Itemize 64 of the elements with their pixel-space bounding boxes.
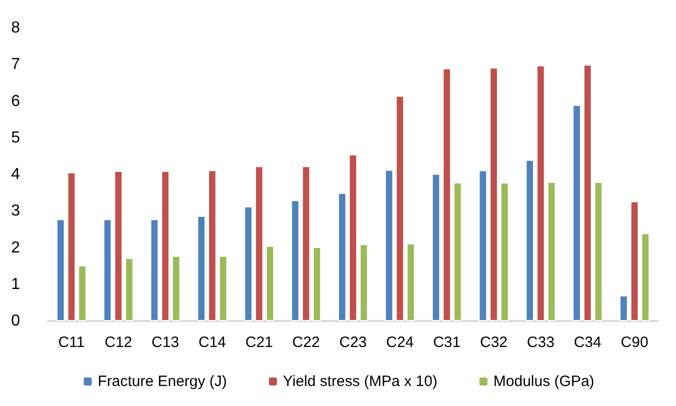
bar (150, 219, 159, 321)
bar (78, 265, 86, 321)
bar (291, 200, 300, 321)
x-tick-label: C33 (526, 334, 554, 351)
bar (67, 172, 76, 321)
bar (56, 219, 65, 321)
bar (384, 170, 394, 321)
x-tick-label: C24 (386, 334, 414, 351)
bar (312, 247, 322, 321)
legend-label: Yield stress (MPa x 10) (282, 373, 438, 390)
bar (594, 182, 603, 321)
bar (161, 170, 170, 321)
x-tick-label: C22 (292, 334, 320, 351)
bar (114, 170, 123, 321)
x-tick-label: C13 (152, 334, 180, 351)
bar (526, 160, 534, 321)
bar (197, 216, 206, 321)
bar (620, 295, 628, 321)
bar (218, 256, 228, 321)
bar (536, 65, 545, 321)
bar (125, 258, 134, 321)
bar (360, 244, 368, 321)
legend-label: Fracture Energy (J) (98, 373, 227, 390)
bar (172, 256, 180, 321)
y-tick-label: 7 (11, 56, 20, 74)
bar (244, 206, 252, 321)
x-tick-label: C90 (620, 334, 648, 351)
bar (630, 201, 639, 321)
bar (454, 182, 462, 321)
bar (396, 96, 404, 321)
bar (547, 182, 556, 321)
legend-label: Modulus (GPa) (493, 373, 594, 390)
bar (103, 219, 112, 321)
bar (478, 170, 488, 321)
bar (490, 68, 498, 321)
bar (500, 182, 509, 321)
y-tick-label: 1 (11, 276, 20, 293)
y-tick-label: 3 (11, 202, 20, 220)
bar (432, 174, 440, 321)
x-tick-label: C11 (58, 334, 85, 351)
bar (266, 246, 274, 321)
bar (208, 170, 216, 321)
x-tick-label: C34 (574, 334, 602, 351)
y-tick-label: 6 (11, 92, 20, 110)
y-tick-label: 2 (11, 239, 20, 256)
y-tick-label: 8 (11, 20, 20, 36)
x-tick-label: C23 (339, 334, 367, 351)
bar (442, 68, 452, 321)
x-tick-label: C31 (433, 334, 461, 351)
bar (338, 192, 346, 321)
bar (406, 243, 415, 321)
bar (583, 64, 592, 321)
bar (348, 154, 358, 321)
bar (641, 233, 650, 321)
x-tick-label: C32 (480, 334, 508, 351)
x-tick-label: C14 (198, 334, 226, 351)
bar (254, 166, 264, 321)
x-tick-label: C12 (104, 334, 132, 351)
bar (572, 104, 581, 321)
x-tick-label: C21 (245, 334, 273, 351)
bar (302, 166, 310, 321)
y-tick-label: 5 (11, 129, 20, 146)
y-tick-label: 4 (11, 166, 20, 183)
y-tick-label: 0 (11, 312, 20, 330)
